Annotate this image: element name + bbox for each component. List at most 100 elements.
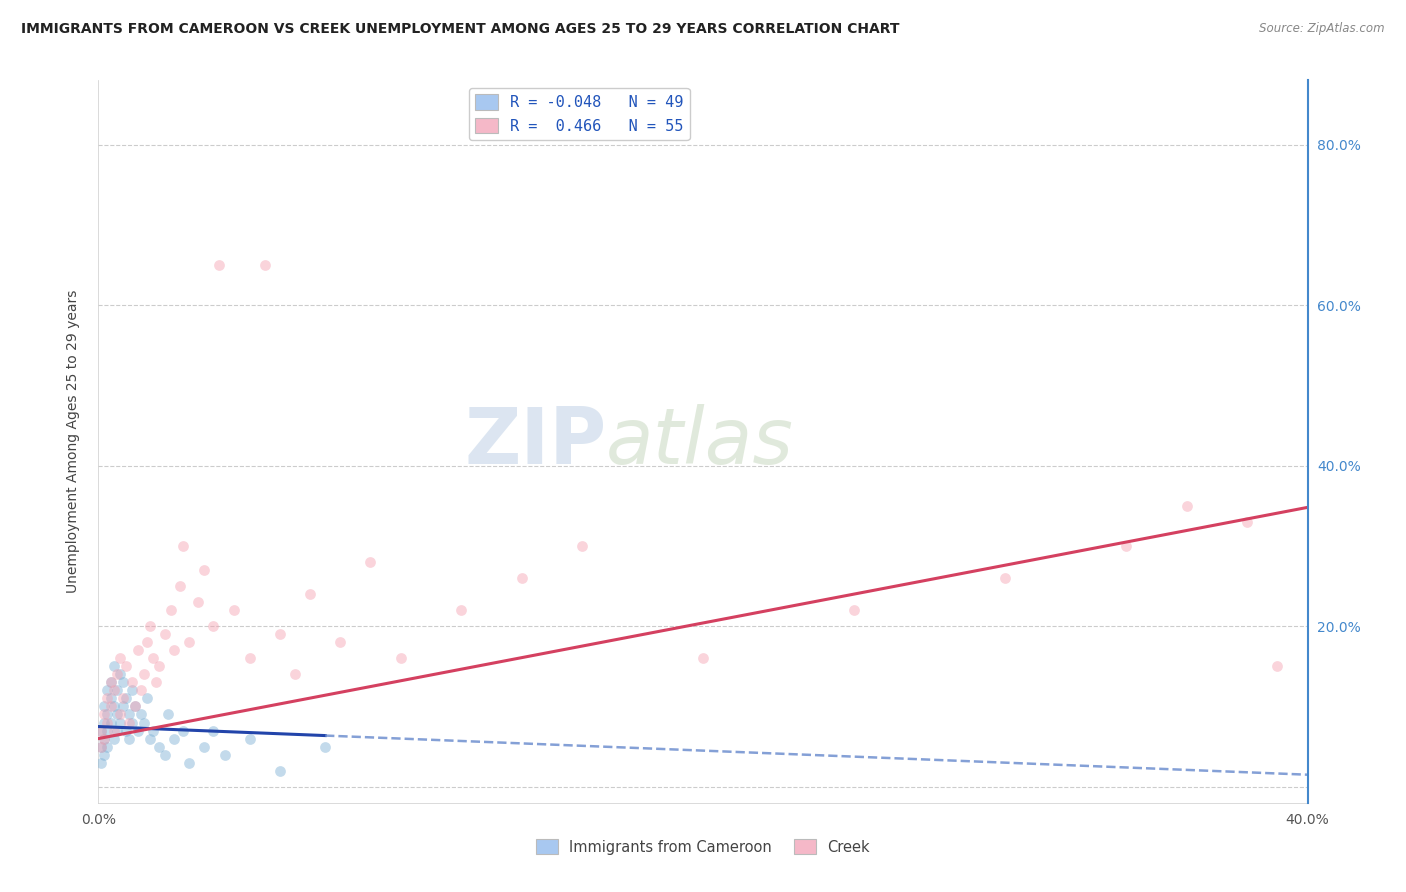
Point [224,603,246,617]
Point [139,619,162,633]
Point [148,659,170,673]
Point [108,667,131,681]
Point [90,739,112,754]
Point [96,691,118,706]
Point [179,756,201,770]
Point [299,587,322,601]
Point [124,699,146,714]
Point [118,715,141,730]
Point [105,683,128,698]
Point [208,258,231,272]
Y-axis label: Unemployment Among Ages 25 to 29 years: Unemployment Among Ages 25 to 29 years [66,290,80,593]
Point [172,723,194,738]
Point [108,707,131,722]
Text: ZIP: ZIP [464,403,606,480]
Point [100,715,122,730]
Point [172,539,194,553]
Point [96,707,118,722]
Point [111,675,134,690]
Point [132,667,155,681]
Point [100,675,122,690]
Text: Source: ZipAtlas.com: Source: ZipAtlas.com [1260,22,1385,36]
Point [994,571,1017,585]
Point [1236,515,1258,529]
Point [100,699,122,714]
Point [103,683,125,698]
Point [571,539,593,553]
Point [121,683,143,698]
Point [314,739,336,754]
Point [96,683,118,698]
Point [844,603,866,617]
Point [103,731,125,746]
Point [114,659,136,673]
Point [90,756,112,770]
Point [139,731,162,746]
Point [269,764,291,778]
Point [118,731,141,746]
Point [142,651,165,665]
Legend: Immigrants from Cameroon, Creek: Immigrants from Cameroon, Creek [530,833,876,861]
Point [145,675,167,690]
Point [187,595,209,609]
Point [90,739,112,754]
Point [450,603,472,617]
Point [156,707,179,722]
Point [129,707,152,722]
Point [239,731,262,746]
Text: atlas: atlas [606,403,794,480]
Point [202,619,225,633]
Point [214,747,236,762]
Point [121,715,143,730]
Point [90,723,112,738]
Point [105,667,128,681]
Point [360,555,382,569]
Point [692,651,714,665]
Point [253,258,276,272]
Point [100,691,122,706]
Point [96,739,118,754]
Point [93,715,115,730]
Point [148,739,170,754]
Point [135,691,157,706]
Point [127,643,149,657]
Point [179,635,201,649]
Point [93,731,115,746]
Point [193,563,215,577]
Point [153,627,176,641]
Point [103,723,125,738]
Point [160,603,183,617]
Point [93,747,115,762]
Point [129,683,152,698]
Point [163,731,186,746]
Point [114,691,136,706]
Point [239,651,262,665]
Point [96,715,118,730]
Point [269,627,291,641]
Point [202,723,225,738]
Point [90,723,112,738]
Point [284,667,307,681]
Point [142,723,165,738]
Point [93,699,115,714]
Point [93,731,115,746]
Point [111,699,134,714]
Point [389,651,412,665]
Point [108,715,131,730]
Point [108,651,131,665]
Point [93,707,115,722]
Point [193,739,215,754]
Point [127,723,149,738]
Point [510,571,533,585]
Point [114,723,136,738]
Point [1175,499,1198,513]
Point [135,635,157,649]
Point [1267,659,1289,673]
Point [100,675,122,690]
Text: IMMIGRANTS FROM CAMEROON VS CREEK UNEMPLOYMENT AMONG AGES 25 TO 29 YEARS CORRELA: IMMIGRANTS FROM CAMEROON VS CREEK UNEMPL… [21,22,900,37]
Point [153,747,176,762]
Point [121,675,143,690]
Point [124,699,146,714]
Point [103,659,125,673]
Point [96,723,118,738]
